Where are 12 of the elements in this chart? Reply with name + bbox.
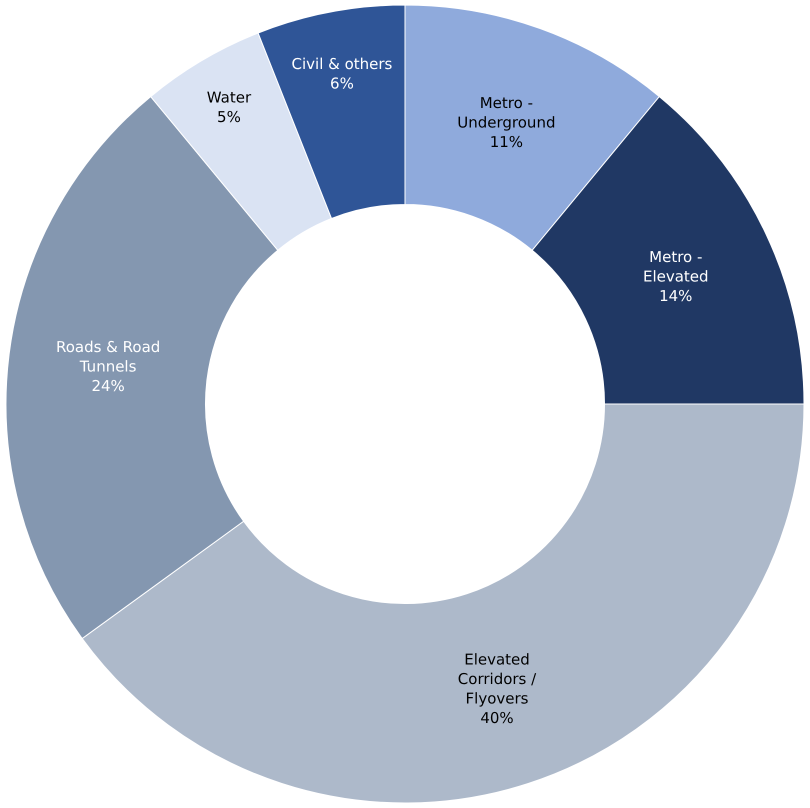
data-label: 24%	[91, 376, 125, 395]
slice-label: Elevated Corridors / Flyovers	[458, 650, 538, 708]
slice-label: Roads & Road Tunnels	[56, 338, 160, 376]
data-label: 14%	[659, 287, 692, 306]
slice-label: Civil & others	[292, 55, 393, 74]
slice-label: Metro - Elevated	[642, 248, 709, 286]
data-label: 11%	[490, 132, 524, 151]
data-label: 5%	[217, 108, 241, 126]
data-label: 40%	[480, 708, 514, 727]
slice-label: Water	[206, 88, 252, 106]
slice-label: Metro - Underground	[457, 94, 556, 132]
data-label: 6%	[330, 74, 354, 93]
